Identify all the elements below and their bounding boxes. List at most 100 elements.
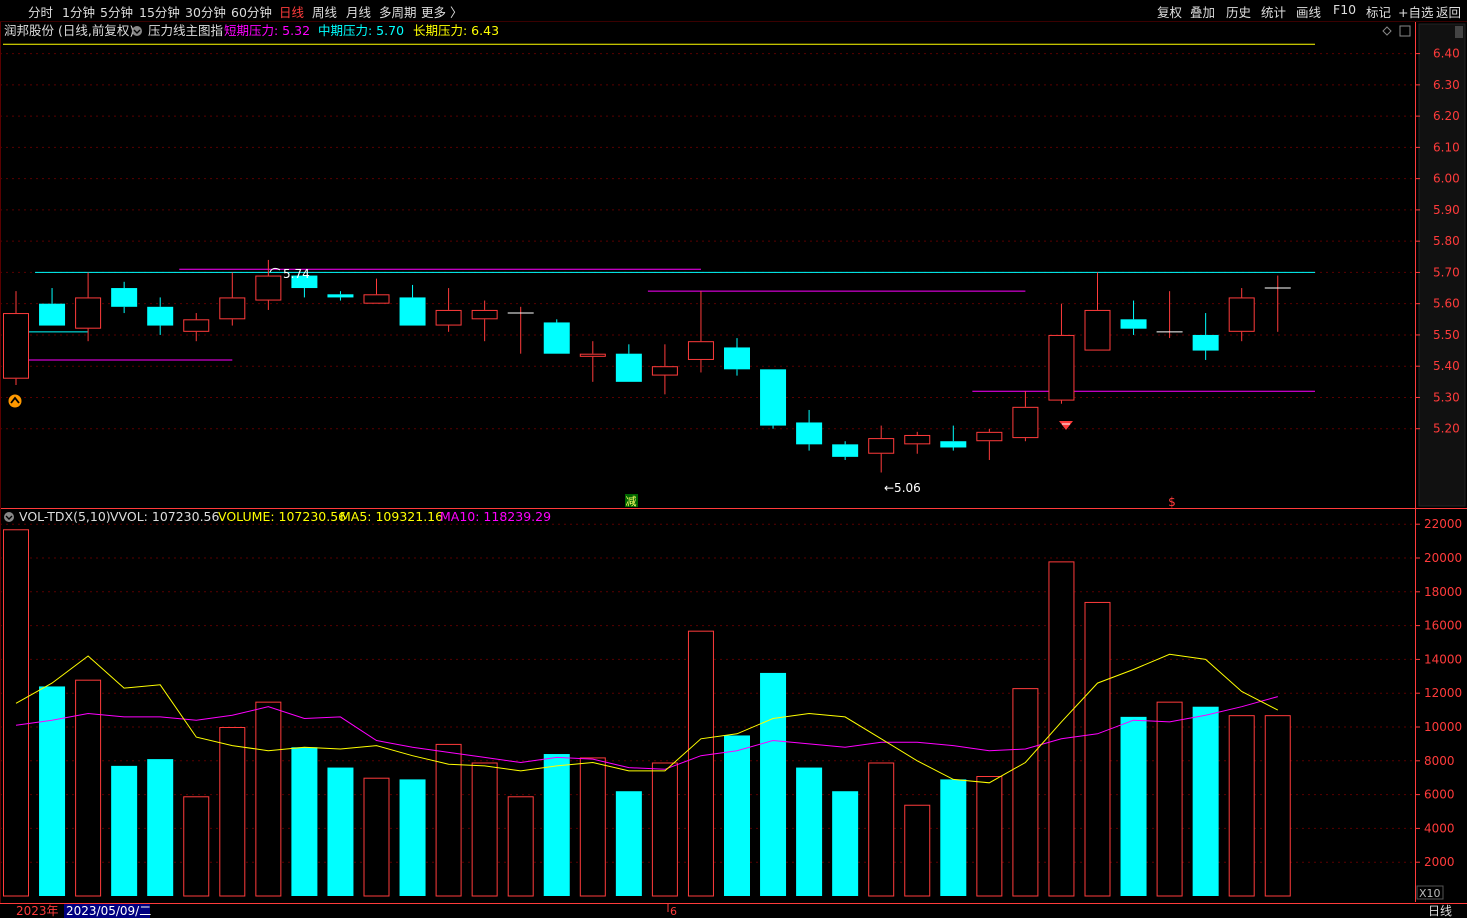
candle-body xyxy=(579,353,606,357)
candle-body xyxy=(111,288,138,307)
volume-bar xyxy=(399,779,426,896)
candle xyxy=(904,431,931,454)
candle-body xyxy=(1012,406,1039,439)
stock-title: 润邦股份 (日线,前复权) xyxy=(4,23,134,38)
candle xyxy=(291,275,318,298)
price-tick-label: 6.10 xyxy=(1433,140,1460,154)
price-tick-label: 5.90 xyxy=(1433,203,1460,217)
period-tab-m60[interactable]: 60分钟 xyxy=(231,5,272,20)
candle-body xyxy=(687,341,714,360)
period-tab-day[interactable]: 日线 xyxy=(279,5,305,20)
price-tick-label: 5.60 xyxy=(1433,297,1460,311)
volume-bar xyxy=(615,791,642,896)
candle xyxy=(687,291,714,373)
volume-bar xyxy=(435,743,462,897)
volume-tick-label: 16000 xyxy=(1424,619,1462,633)
candle xyxy=(796,409,823,451)
period-tab-month[interactable]: 月线 xyxy=(346,5,372,20)
candle-body xyxy=(796,422,823,445)
period-tab-fenshi[interactable]: 分时 xyxy=(28,5,54,20)
volume-bar xyxy=(1228,715,1255,897)
price-tick-label: 5.80 xyxy=(1433,234,1460,248)
scrollbar xyxy=(1418,23,1466,507)
volume-bar xyxy=(579,757,606,897)
volume-bar xyxy=(724,735,750,896)
candle xyxy=(976,428,1003,460)
vol-indicator-name: VOL-TDX(5,10) xyxy=(19,509,111,524)
candle xyxy=(1120,300,1147,335)
period-tab-m5[interactable]: 5分钟 xyxy=(100,5,133,20)
candle xyxy=(543,319,570,354)
candle-body xyxy=(435,309,462,326)
volume-bar xyxy=(1084,601,1111,897)
volume-bar xyxy=(363,777,390,897)
period-tab-multi[interactable]: 多周期 xyxy=(379,5,417,20)
toolbar-button-lishi[interactable]: 历史 xyxy=(1226,5,1252,20)
dollar-signal-label: $ xyxy=(1168,495,1176,509)
volume-tick-label: 20000 xyxy=(1424,551,1462,565)
volume-bar xyxy=(940,779,967,896)
toolbar-button-fuquan[interactable]: 复权 xyxy=(1157,5,1183,20)
signal-down-icon xyxy=(1059,421,1073,430)
toolbar-button-biaoji[interactable]: 标记 xyxy=(1366,5,1392,20)
toolbar-button-diejia[interactable]: 叠加 xyxy=(1190,5,1216,20)
candle xyxy=(219,272,246,326)
low-price-label: ←5.06 xyxy=(884,481,921,495)
price-tick-label: 6.40 xyxy=(1433,47,1460,61)
candle xyxy=(1264,275,1291,332)
volume-bar xyxy=(1012,688,1039,897)
volume-bar xyxy=(327,767,354,896)
volume-tick-label: 14000 xyxy=(1424,652,1462,666)
period-tab-week[interactable]: 周线 xyxy=(312,5,338,20)
candle-body xyxy=(543,322,570,354)
price-tick-label: 6.00 xyxy=(1433,172,1460,186)
volume-bar xyxy=(39,686,66,896)
toolbar-button-fanhui[interactable]: 返回 xyxy=(1436,5,1462,20)
volume-multiplier: X10 xyxy=(1419,887,1441,900)
date-cursor-label: 2023/05/09/二 xyxy=(66,904,151,918)
volume-tick-label: 8000 xyxy=(1424,754,1455,768)
volume-tick-label: 6000 xyxy=(1424,788,1455,802)
candle xyxy=(435,288,462,332)
reduce-signal-label: 减 xyxy=(626,495,637,508)
period-tab-m30[interactable]: 30分钟 xyxy=(185,5,226,20)
toolbar-button-tongji[interactable]: 统计 xyxy=(1261,5,1287,20)
toolbar-button-huaxian[interactable]: 画线 xyxy=(1296,5,1322,20)
candle xyxy=(75,272,102,342)
volume-bar xyxy=(507,796,534,897)
toolbar-button-f10[interactable]: F10 xyxy=(1333,2,1357,17)
chevron-up-icon xyxy=(10,396,20,404)
period-tab-m1[interactable]: 1分钟 xyxy=(62,5,95,20)
volume-bar xyxy=(868,762,895,897)
period-tab-more[interactable]: 更多 〉 xyxy=(421,5,463,20)
price-tick-label: 5.20 xyxy=(1433,422,1460,436)
toolbar-button-zixuan[interactable]: +自选 xyxy=(1398,5,1434,20)
volume-bar xyxy=(760,672,787,896)
candle-body xyxy=(255,275,282,301)
candle-body xyxy=(327,294,354,298)
candle-body xyxy=(363,294,390,304)
reduce-signal-badge xyxy=(625,494,638,507)
volume-bar xyxy=(3,529,29,897)
candle xyxy=(471,300,498,342)
volume-bar xyxy=(1120,716,1147,896)
volume-bar xyxy=(1156,701,1183,897)
candle xyxy=(579,341,606,382)
long-pressure-label: 长期压力: 6.43 xyxy=(413,23,499,38)
candle xyxy=(183,313,210,342)
volume-bar xyxy=(219,727,246,897)
candle-body xyxy=(940,441,967,448)
volume-bar xyxy=(1264,715,1291,897)
period-toolbar: 分时 1分钟 5分钟 15分钟 30分钟 60分钟 日线 周线 月线 多周期 更多 〉 复权 叠加 历史统… xyxy=(0,0,1467,22)
volume-bar xyxy=(1048,561,1075,897)
ma5-line xyxy=(15,653,1279,784)
candle-body xyxy=(1084,309,1111,351)
scrollbar-thumb xyxy=(1455,26,1463,38)
period-tab-m15[interactable]: 15分钟 xyxy=(139,5,180,20)
multiplier-box xyxy=(1416,885,1444,900)
chevron-down-icon xyxy=(133,29,141,34)
volume-tick-label: 18000 xyxy=(1424,585,1462,599)
candle-body xyxy=(651,366,678,376)
candle xyxy=(1012,391,1039,442)
